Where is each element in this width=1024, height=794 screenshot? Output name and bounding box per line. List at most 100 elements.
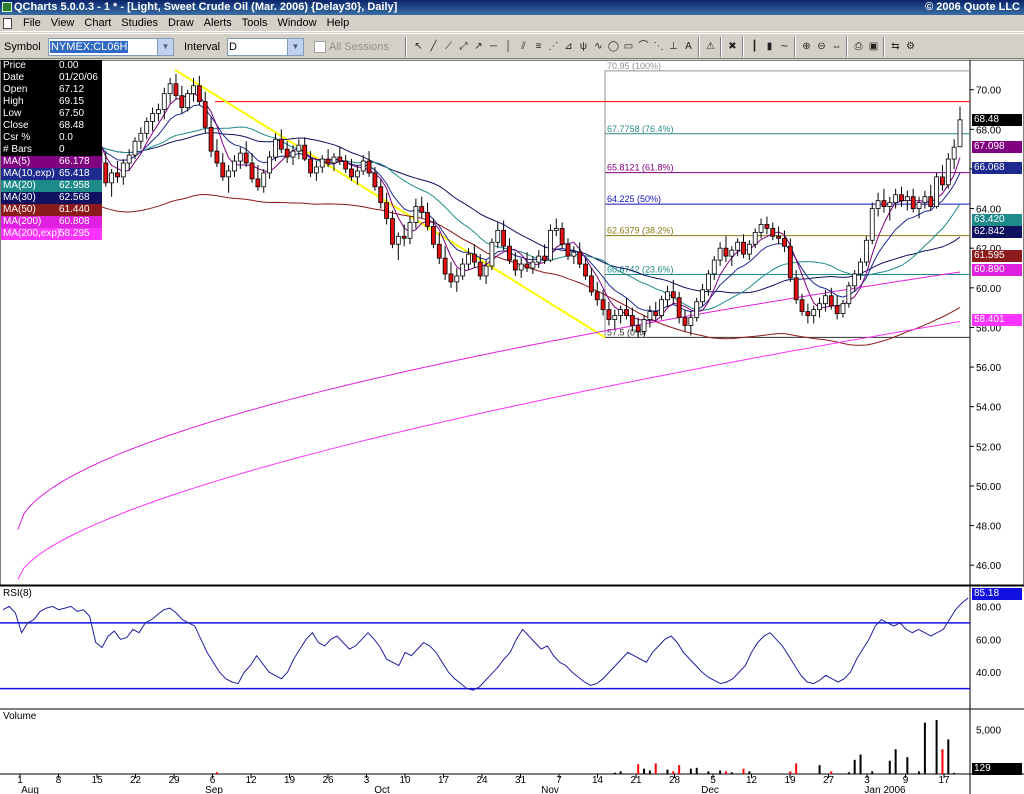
interval-combo[interactable]: D ▼: [227, 38, 304, 56]
candle-body: [957, 119, 963, 148]
trash-icon[interactable]: ✖: [728, 41, 737, 52]
bar-style-icon[interactable]: ┃: [751, 41, 758, 52]
data-window-value: 0: [59, 144, 65, 155]
trend-line: [174, 69, 606, 339]
data-window-value: 01/20/06: [59, 72, 98, 83]
candle-body: [729, 249, 735, 257]
menu-draw[interactable]: Draw: [168, 17, 194, 29]
candle-body: [448, 273, 454, 283]
candle-body: [454, 275, 460, 283]
arc-icon[interactable]: ⌒: [638, 41, 649, 52]
all-sessions-checkbox[interactable]: [314, 41, 326, 53]
candle-body: [471, 253, 477, 263]
candle-body: [548, 229, 553, 261]
candle-body: [764, 224, 770, 229]
ma10-exp-line: [17, 104, 961, 313]
expand-icon[interactable]: ⇆: [891, 41, 900, 52]
settings-icon[interactable]: ⚙: [906, 41, 915, 52]
arrow-line-icon[interactable]: ↗: [474, 41, 483, 52]
menu-file[interactable]: File: [23, 17, 41, 29]
line-icon[interactable]: ╱: [430, 41, 437, 52]
candle-body: [501, 229, 507, 247]
candle-body: [676, 297, 682, 318]
ellipse-icon[interactable]: ◯: [607, 41, 620, 52]
candle-body: [846, 285, 852, 305]
menu-chart[interactable]: Chart: [84, 17, 112, 29]
zoom-in-icon[interactable]: ⊕: [802, 41, 811, 52]
data-window-row: Date 01/20/06: [1, 72, 102, 84]
menu-alerts[interactable]: Alerts: [203, 17, 232, 29]
all-sessions-label: All Sessions: [329, 41, 389, 53]
extended-line-icon[interactable]: ⤢: [459, 41, 468, 52]
candle-body: [869, 208, 875, 241]
menu-studies[interactable]: Studies: [121, 17, 158, 29]
candle-body: [811, 309, 817, 316]
menu-view[interactable]: View: [50, 17, 75, 29]
zoom-out-icon[interactable]: ⊖: [817, 41, 826, 52]
symbol-value[interactable]: NYMEX:CL06H: [50, 41, 129, 53]
ray-icon[interactable]: ⟋: [445, 41, 452, 52]
fib-label: 65.8121 (61.8%): [607, 163, 674, 173]
alert-icon[interactable]: ⚠: [706, 41, 715, 52]
chart-canvas[interactable]: 46.0048.0050.0052.0054.0056.0058.0060.00…: [0, 60, 1024, 794]
print-icon[interactable]: ⎙: [854, 41, 863, 52]
title-bar: QCharts 5.0.0.3 - 1 * - [Light, Sweet Cr…: [0, 0, 1024, 15]
candle-icon[interactable]: ▮: [766, 41, 773, 52]
data-window-row: MA(200,exp) 58.295: [1, 228, 102, 240]
candle-body: [565, 243, 571, 257]
data-window-label: MA(200): [3, 216, 42, 227]
candle-body: [512, 259, 518, 271]
candle-body: [337, 156, 343, 162]
data-window-label: MA(30): [3, 192, 36, 203]
candle-body: [524, 263, 530, 269]
data-window-value: 66.178: [59, 156, 90, 167]
rsi-tick-label: 40.00: [976, 668, 1001, 679]
speed-line-icon[interactable]: ⋱: [653, 41, 664, 52]
toolbar: Symbol NYMEX:CL06H ▼ Interval D ▼ All Se…: [0, 33, 1024, 59]
chevron-down-icon[interactable]: ▼: [287, 39, 303, 55]
candle-body: [682, 317, 688, 326]
cursor-icon[interactable]: ↖: [414, 41, 423, 52]
candle-body: [629, 315, 635, 326]
cycle-icon[interactable]: ∿: [594, 41, 603, 52]
candle-body: [916, 202, 922, 209]
candle-body: [893, 194, 899, 204]
candle-body: [284, 148, 290, 158]
document-icon[interactable]: [3, 18, 12, 29]
candle-body: [360, 160, 366, 172]
line-style-icon[interactable]: ∼: [780, 41, 789, 52]
pitchfork-icon[interactable]: ψ: [579, 41, 588, 52]
rsi-value-tag: 85.18: [972, 588, 1022, 600]
save-icon[interactable]: ▣: [868, 41, 879, 52]
candle-body: [138, 132, 144, 142]
regression-icon[interactable]: ⊥: [669, 41, 678, 52]
candle-body: [659, 299, 665, 316]
candle-body: [752, 231, 758, 245]
price-tick-label: 50.00: [976, 482, 1001, 493]
text-icon[interactable]: A: [685, 41, 692, 52]
menu-help[interactable]: Help: [326, 17, 350, 29]
symbol-combo[interactable]: NYMEX:CL06H ▼: [48, 38, 174, 56]
x-tick-label: 1: [17, 775, 23, 786]
data-window-label: # Bars: [3, 144, 32, 155]
chart-area[interactable]: 46.00 48.00 50.00 52.00 54.00 56.00 58.00 60.00…: [0, 60, 1024, 794]
channel-icon[interactable]: ⫽: [521, 41, 526, 52]
vline-icon[interactable]: │: [505, 41, 512, 52]
menu-window[interactable]: Window: [277, 17, 317, 29]
data-window-label: MA(20): [3, 180, 36, 191]
fibonacci-icon[interactable]: ≡: [535, 41, 542, 52]
rectangle-icon[interactable]: ▭: [623, 41, 634, 52]
hline-icon[interactable]: ─: [489, 41, 498, 52]
interval-value[interactable]: D: [229, 41, 237, 53]
rsi-tick-label: 60.00: [976, 635, 1001, 646]
fib-label: 62.6379 (38.2%): [607, 226, 674, 236]
chevron-down-icon[interactable]: ▼: [157, 39, 173, 55]
x-tick-label: 19: [784, 775, 796, 786]
scroll-icon[interactable]: ⇔: [831, 41, 842, 52]
toolbar-separator: [720, 37, 722, 57]
data-window-value: 67.50: [59, 108, 85, 119]
gann-icon[interactable]: ⊿: [564, 41, 573, 52]
menu-tools[interactable]: Tools: [241, 17, 268, 29]
fib-fan-icon[interactable]: ⋰: [548, 41, 559, 52]
candle-body: [694, 301, 700, 318]
